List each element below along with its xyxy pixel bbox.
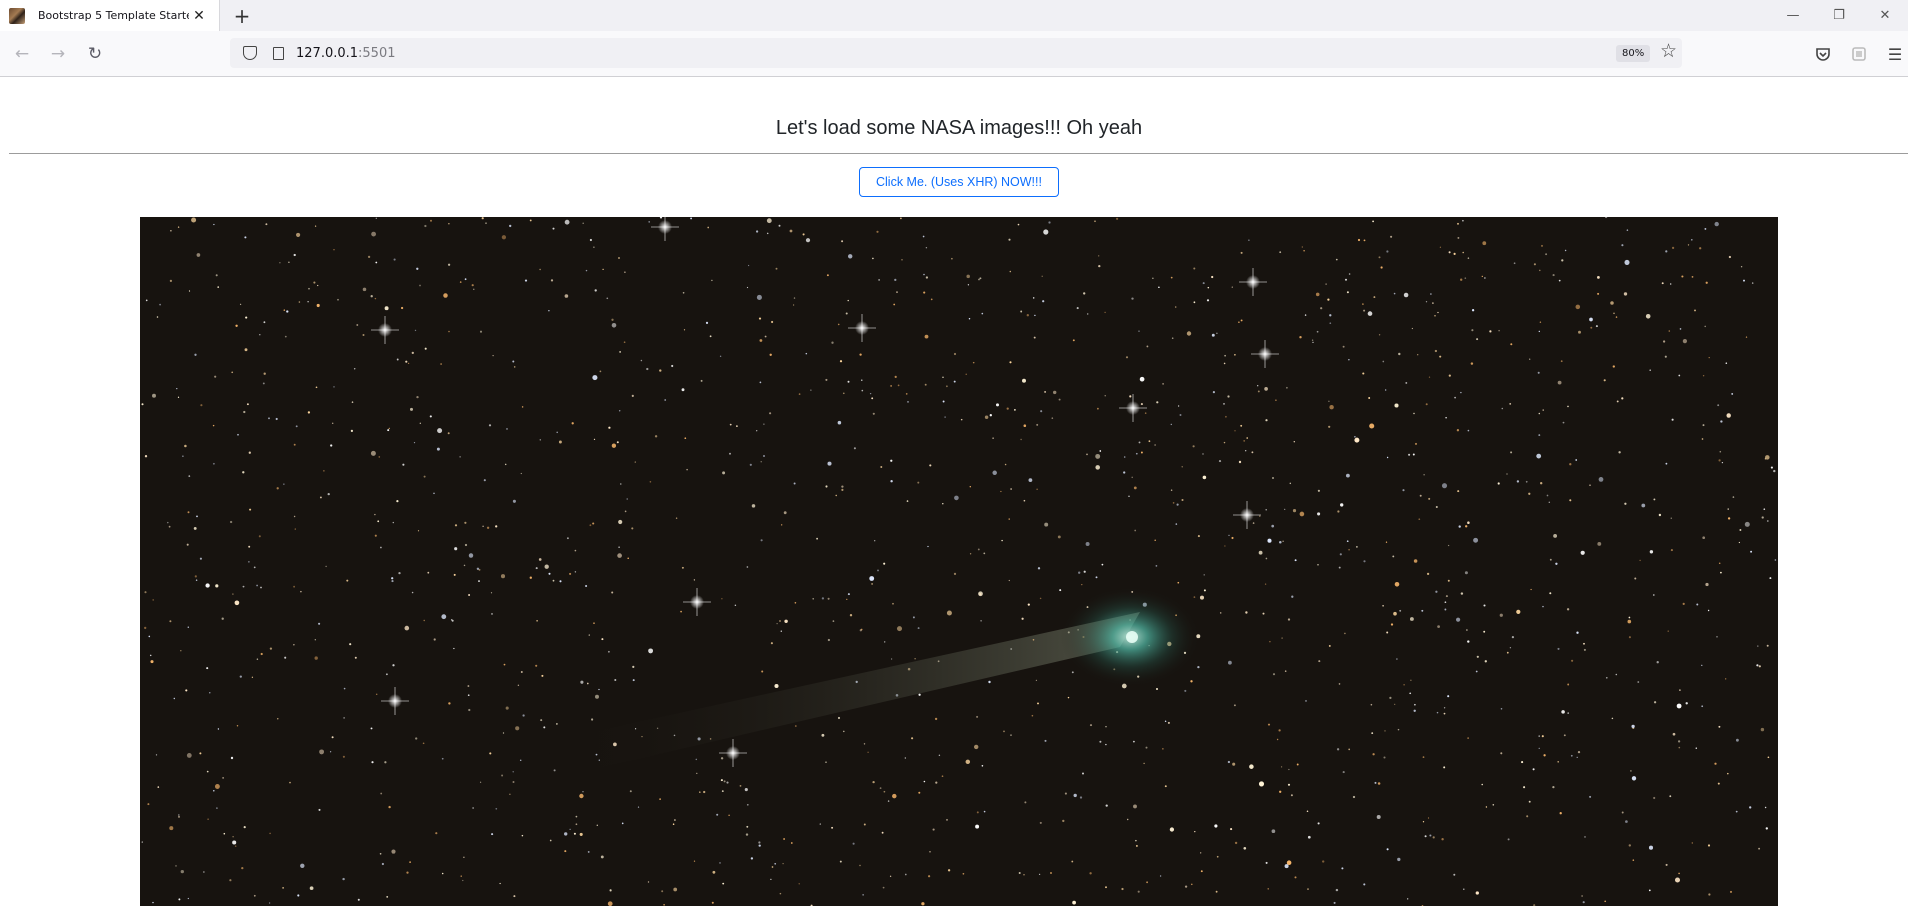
- close-window-button[interactable]: ✕: [1879, 8, 1891, 23]
- minimize-button[interactable]: —: [1786, 8, 1800, 23]
- url-host: 127.0.0.1: [296, 45, 359, 61]
- load-images-button[interactable]: Click Me. (Uses XHR) NOW!!!: [859, 167, 1059, 197]
- star-icon[interactable]: ☆: [1660, 40, 1678, 62]
- favicon-icon: [9, 7, 25, 24]
- nasa-image: [140, 217, 1778, 906]
- tab-title: Bootstrap 5 Template Starter: [38, 9, 189, 22]
- comet-starfield-image: [140, 217, 1778, 906]
- page-content: Let's load some NASA images!!! Oh yeah C…: [0, 77, 1908, 906]
- horizontal-rule: [9, 153, 1908, 154]
- navigation-bar: ← → ↻ 127.0.0.1:5501 80% ☆ ☰: [0, 31, 1908, 77]
- zoom-level-badge[interactable]: 80%: [1616, 45, 1651, 62]
- page-icon[interactable]: [273, 46, 284, 60]
- window-controls: — ❐ ✕: [1770, 0, 1908, 31]
- forward-arrow-icon[interactable]: →: [50, 44, 66, 64]
- tab-strip: Bootstrap 5 Template Starter ✕ + — ❐ ✕: [0, 0, 1908, 31]
- shield-icon[interactable]: [243, 46, 257, 60]
- url-port: :5501: [358, 45, 396, 61]
- extension-icon[interactable]: [1846, 41, 1872, 67]
- restore-button[interactable]: ❐: [1833, 8, 1845, 23]
- browser-tab[interactable]: Bootstrap 5 Template Starter ✕: [0, 0, 220, 31]
- back-arrow-icon[interactable]: ←: [14, 44, 30, 64]
- new-tab-button[interactable]: +: [233, 3, 251, 28]
- close-tab-icon[interactable]: ✕: [193, 7, 205, 24]
- reload-icon[interactable]: ↻: [87, 44, 103, 64]
- hamburger-menu-icon[interactable]: ☰: [1887, 44, 1903, 64]
- pocket-icon[interactable]: [1810, 41, 1836, 67]
- address-bar[interactable]: 127.0.0.1:5501 80% ☆: [230, 38, 1682, 68]
- url-text[interactable]: 127.0.0.1:5501: [296, 46, 396, 61]
- page-title: Let's load some NASA images!!! Oh yeah: [775, 117, 1143, 139]
